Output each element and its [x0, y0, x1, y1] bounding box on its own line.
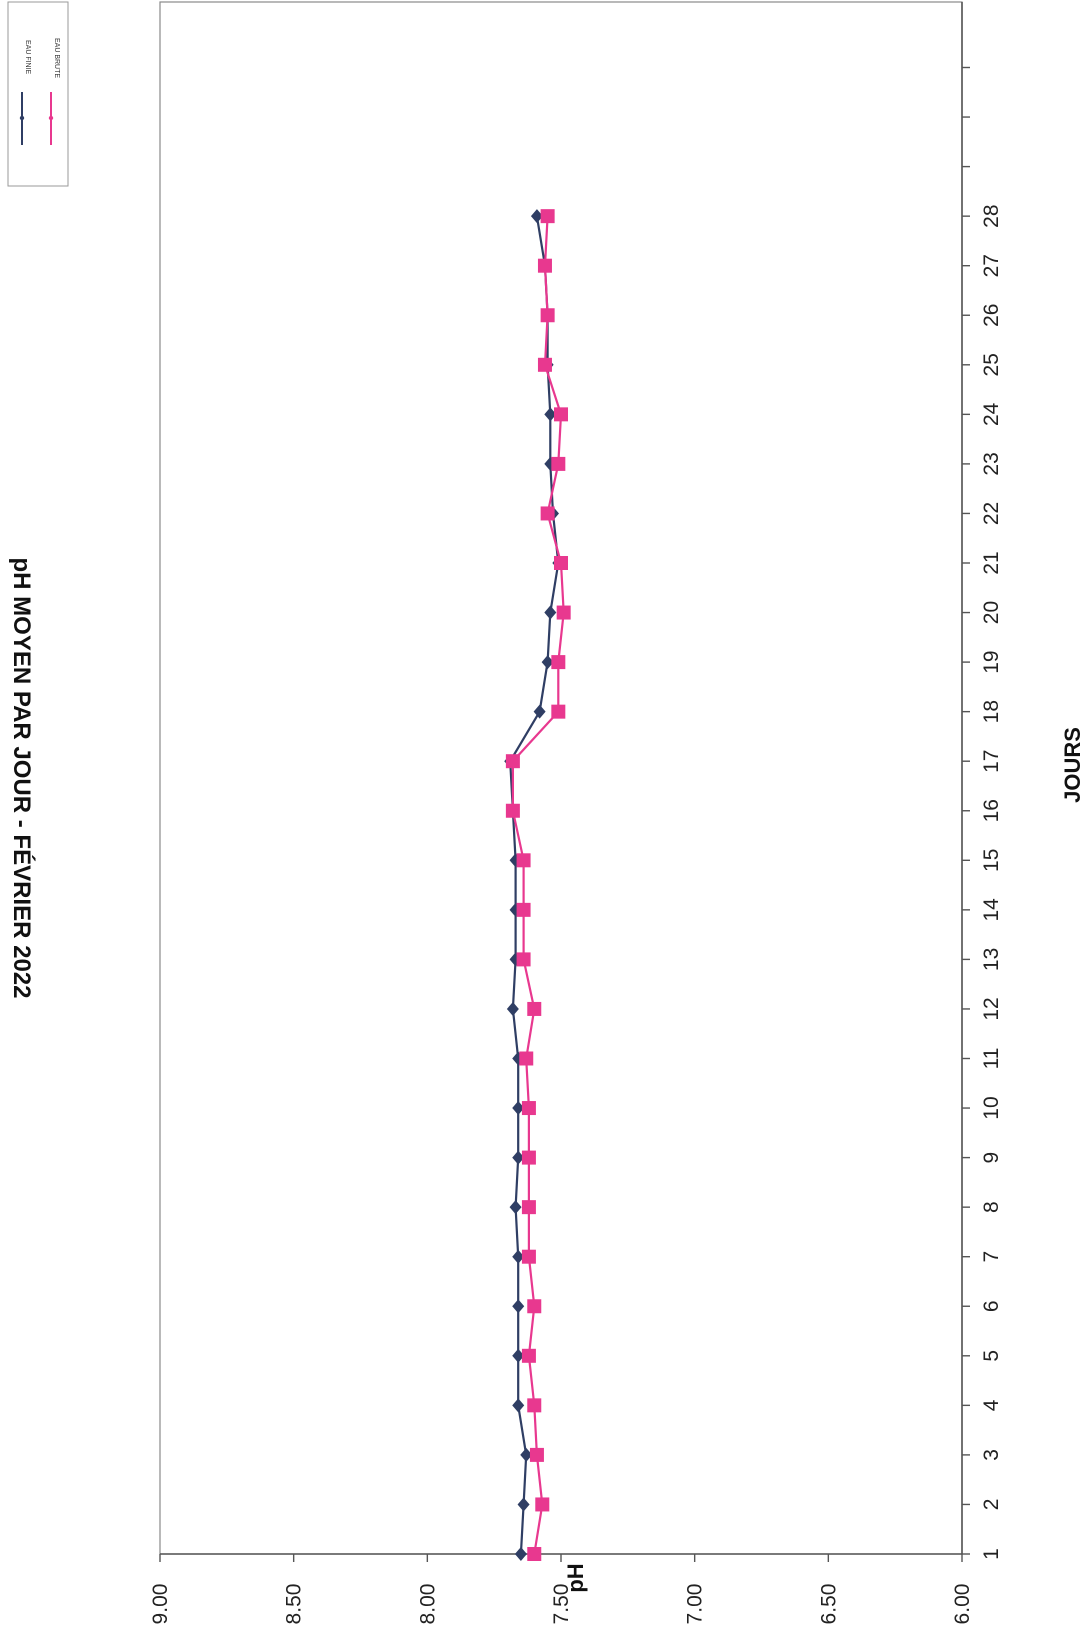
point-eau-finie — [517, 1497, 530, 1512]
x-tick-label: 1 — [980, 1548, 1003, 1560]
series-line-eau-brute — [511, 216, 565, 1555]
x-tick-label: 10 — [980, 1096, 1003, 1119]
y-tick-label: 7.50 — [550, 1584, 573, 1625]
legend-marker-eau-finie — [19, 115, 25, 121]
x-tick-label: 26 — [980, 304, 1003, 327]
point-eau-brute — [521, 1348, 536, 1363]
point-eau-brute — [540, 506, 555, 521]
y-tick-label: 7.00 — [684, 1584, 707, 1625]
x-tick-label: 21 — [980, 551, 1003, 574]
x-tick-label: 22 — [980, 502, 1003, 525]
point-eau-brute — [521, 1150, 536, 1165]
x-tick-label: 20 — [980, 601, 1003, 624]
x-tick-label: 24 — [980, 402, 1003, 426]
x-tick-label: 15 — [980, 849, 1003, 872]
point-eau-brute — [516, 853, 531, 868]
x-tick-label: 11 — [980, 1048, 1003, 1070]
y-tick-label: 8.00 — [416, 1584, 439, 1625]
point-eau-finie — [520, 1447, 533, 1462]
x-axis-title: JOURS — [1060, 727, 1085, 803]
point-eau-finie — [514, 1547, 527, 1561]
point-eau-brute — [505, 754, 520, 769]
x-tick-label: 4 — [980, 1399, 1003, 1411]
point-eau-brute — [521, 1249, 536, 1264]
y-tick-label: 9.00 — [149, 1584, 172, 1625]
x-tick-label: 6 — [980, 1300, 1003, 1312]
series-layer — [504, 209, 571, 1561]
x-tick-label: 23 — [980, 452, 1003, 475]
chart-title: pH MOYEN PAR JOUR - FÉVRIER 2022 — [8, 558, 36, 999]
point-eau-brute — [519, 1051, 534, 1066]
point-eau-brute — [516, 902, 531, 917]
x-tick-label: 13 — [980, 948, 1003, 971]
x-tick-label: 25 — [980, 353, 1003, 376]
point-eau-brute — [521, 1101, 536, 1116]
point-eau-finie — [512, 1101, 525, 1116]
point-eau-finie — [512, 1150, 525, 1165]
point-eau-brute — [505, 803, 520, 818]
point-eau-finie — [512, 1299, 525, 1314]
point-eau-brute — [521, 1200, 536, 1215]
point-eau-brute — [551, 704, 566, 719]
point-eau-finie — [506, 1001, 519, 1016]
x-tick-label: 12 — [980, 997, 1003, 1020]
point-eau-brute — [551, 456, 566, 471]
y-axis-title: pH — [563, 1563, 588, 1592]
legend-label-eau-brute: EAU BRUTE — [53, 38, 60, 78]
point-eau-brute — [551, 655, 566, 670]
point-eau-brute — [540, 308, 555, 323]
point-eau-brute — [554, 407, 568, 422]
series-line-eau-finie — [509, 216, 560, 1555]
point-eau-finie — [544, 407, 557, 422]
point-eau-finie — [509, 1200, 522, 1215]
legend-label-eau-finie: EAU FINIE — [24, 40, 31, 75]
point-eau-brute — [527, 1299, 542, 1314]
point-eau-brute — [529, 1447, 544, 1462]
x-tick-label: 18 — [980, 700, 1003, 723]
point-eau-brute — [556, 605, 571, 620]
x-tick-label: 14 — [980, 898, 1003, 922]
point-eau-brute — [537, 258, 552, 273]
point-eau-finie — [533, 704, 546, 719]
y-ticks: 6.00 6.50 7.00 7.50 8.00 8.50 9.00 — [149, 1554, 974, 1624]
x-tick-label: 2 — [980, 1499, 1003, 1511]
point-eau-brute — [540, 209, 555, 224]
legend: EAU FINIE EAU BRUTE — [7, 1, 69, 187]
x-tick-label: 8 — [980, 1201, 1003, 1213]
y-tick-label: 8.50 — [283, 1584, 306, 1625]
point-eau-brute — [516, 952, 531, 967]
point-eau-finie — [544, 605, 557, 620]
y-tick-label: 6.50 — [817, 1584, 840, 1625]
x-tick-label: 28 — [980, 204, 1003, 227]
x-tick-label: 9 — [980, 1152, 1003, 1164]
legend-marker-eau-brute — [48, 115, 54, 121]
x-tick-label: 27 — [980, 254, 1003, 277]
point-eau-brute — [554, 556, 568, 570]
x-tick-label: 3 — [980, 1449, 1003, 1461]
x-tick-label: 19 — [980, 650, 1003, 673]
point-eau-brute — [527, 1398, 542, 1413]
x-tick-label: 17 — [980, 750, 1003, 773]
point-eau-finie — [530, 209, 543, 224]
point-eau-brute — [535, 1497, 550, 1512]
point-eau-brute — [527, 1547, 542, 1561]
point-eau-brute — [527, 1001, 542, 1016]
x-tick-label: 7 — [980, 1251, 1003, 1263]
point-eau-finie — [512, 1398, 525, 1413]
point-eau-finie — [512, 1249, 525, 1264]
point-eau-brute — [537, 357, 552, 372]
point-eau-finie — [512, 1348, 525, 1363]
x-tick-label: 16 — [980, 799, 1003, 822]
point-eau-finie — [541, 655, 554, 670]
plot-area — [159, 1, 963, 1555]
x-tick-label: 5 — [980, 1350, 1003, 1362]
x-ticks: 1234567891011121314151617181920212223242… — [962, 66, 1003, 1560]
y-tick-label: 6.00 — [951, 1584, 974, 1625]
